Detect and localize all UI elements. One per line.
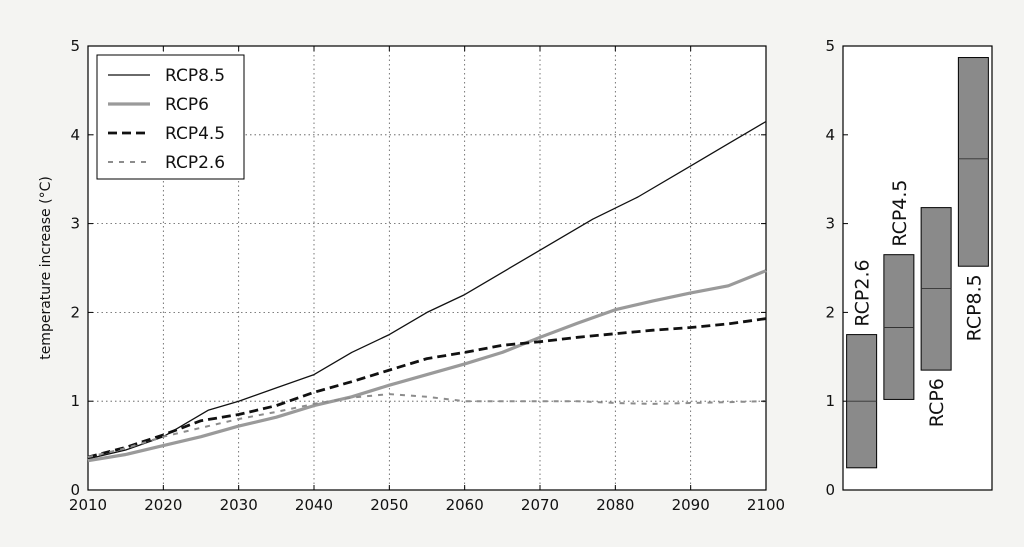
legend-label: RCP2.6 [165,153,225,173]
x-tick-label: 2060 [446,496,484,514]
y-tick-label: 4 [70,126,80,144]
legend-label: RCP6 [165,95,209,115]
series-line-rcp8-5 [87,120,767,460]
range-bar-label: RCP8.5 [963,274,985,341]
legend-label: RCP4.5 [165,124,225,144]
series-line-rcp6 [87,269,767,463]
y-tick-label: 2 [70,303,80,321]
x-tick-label: 2030 [220,496,258,514]
x-tick-label: 2100 [747,496,785,514]
y-tick-label: 0 [70,481,80,499]
range-y-tick-label: 5 [825,37,835,55]
range-y-tick-label: 2 [825,303,835,321]
legend-box [96,54,245,180]
range-y-tick-label: 4 [825,126,835,144]
main-y-axis-label: temperature increase (°C) [38,176,54,360]
y-tick-label: 3 [70,215,80,233]
y-tick-label: 1 [70,392,80,410]
main-chart: 2010 2020 2030 2040 2050 2060 2070 2080 2090 2100… [38,37,785,514]
x-tick-label: 2040 [295,496,333,514]
legend-label: RCP8.5 [165,66,225,86]
range-y-ticks: 0 1 2 3 4 5 [825,37,848,499]
range-y-tick-label: 1 [825,392,835,410]
main-series [87,120,767,463]
series-line-rcp2-6 [87,393,767,459]
x-tick-label: 2050 [370,496,408,514]
x-tick-label: 2080 [596,496,634,514]
main-x-ticks: 2010 2020 2030 2040 2050 2060 2070 2080 2090 2100 [69,46,785,514]
main-legend: RCP8.5 RCP6 RCP4.5 RCP2.6 [96,54,245,180]
x-tick-label: 2020 [144,496,182,514]
range-chart: 0 1 2 3 4 5 RCP2.6 RCP4.5 RCP6 RCP8.5 [825,37,993,499]
range-bars: RCP2.6 RCP4.5 RCP6 RCP8.5 [846,57,989,469]
x-tick-label: 2070 [521,496,559,514]
series-line-rcp4-5 [87,317,767,459]
x-tick-label: 2010 [69,496,107,514]
range-y-tick-label: 3 [825,215,835,233]
range-y-tick-label: 0 [825,481,835,499]
range-bar-label: RCP2.6 [852,259,874,326]
range-bar-label: RCP4.5 [889,179,911,246]
x-tick-label: 2090 [672,496,710,514]
range-bar [957,57,989,267]
range-bar-label: RCP6 [926,378,948,427]
main-y-ticks: 0 1 2 3 4 5 [70,37,766,499]
y-tick-label: 5 [70,37,80,55]
